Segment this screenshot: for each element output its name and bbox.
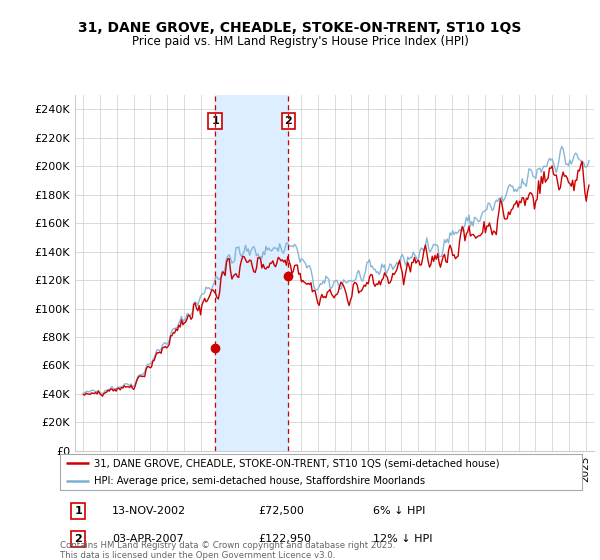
Bar: [215, 95, 289, 451]
Text: 13-NOV-2002: 13-NOV-2002: [112, 506, 187, 516]
Text: 2: 2: [74, 534, 82, 544]
Text: HPI: Average price, semi-detached house, Staffordshire Moorlands: HPI: Average price, semi-detached house,…: [94, 476, 425, 486]
Text: Contains HM Land Registry data © Crown copyright and database right 2025.
This d: Contains HM Land Registry data © Crown c…: [60, 540, 395, 560]
Text: £122,950: £122,950: [259, 534, 311, 544]
Text: 31, DANE GROVE, CHEADLE, STOKE-ON-TRENT, ST10 1QS: 31, DANE GROVE, CHEADLE, STOKE-ON-TRENT,…: [79, 21, 521, 35]
Text: £72,500: £72,500: [259, 506, 304, 516]
Text: 12% ↓ HPI: 12% ↓ HPI: [373, 534, 433, 544]
Text: 03-APR-2007: 03-APR-2007: [112, 534, 184, 544]
Text: 1: 1: [211, 116, 219, 126]
Text: 6% ↓ HPI: 6% ↓ HPI: [373, 506, 425, 516]
Text: Price paid vs. HM Land Registry's House Price Index (HPI): Price paid vs. HM Land Registry's House …: [131, 35, 469, 48]
Text: 31, DANE GROVE, CHEADLE, STOKE-ON-TRENT, ST10 1QS (semi-detached house): 31, DANE GROVE, CHEADLE, STOKE-ON-TRENT,…: [94, 459, 499, 468]
Text: 2: 2: [284, 116, 292, 126]
Text: 1: 1: [74, 506, 82, 516]
